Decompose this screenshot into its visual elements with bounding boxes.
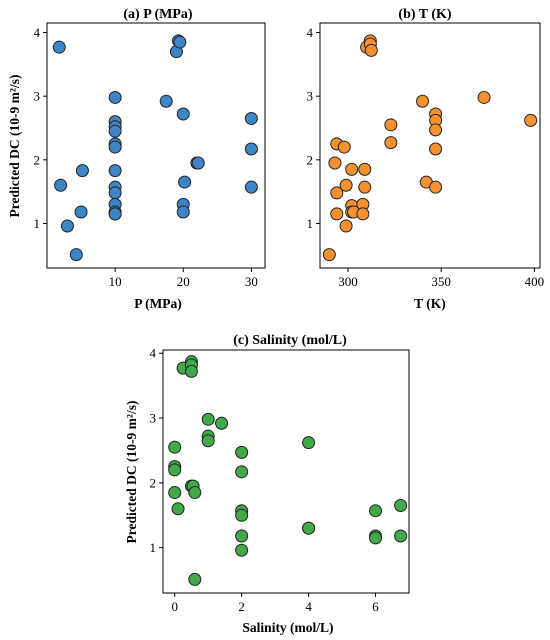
panel-b-x-tick-label: 400 — [525, 274, 545, 289]
panel-a-x-axis-label: P (MPa) — [134, 296, 182, 311]
panel-b-data-point — [330, 186, 344, 200]
panel-a-data-point — [108, 124, 122, 138]
panel-a-y-tick-label: 4 — [34, 25, 41, 40]
panel-a-data-point — [54, 178, 68, 192]
panel-a-data-point — [176, 205, 190, 219]
panel-b-data-point — [429, 180, 443, 194]
panel-c-y-tick-label: 4 — [150, 346, 157, 361]
panel-b-y-tick-label: 3 — [307, 89, 314, 104]
panel-c-data-point — [235, 529, 249, 543]
panel-c-x-tick-label: 4 — [305, 599, 312, 614]
panel-c-data-point — [168, 463, 182, 477]
panel-c-data-point — [235, 543, 249, 557]
panel-b-data-point — [358, 162, 372, 176]
panel-b-data-point — [429, 142, 443, 156]
panel-c-data-point — [201, 412, 215, 426]
panel-a-y-tick-label: 3 — [34, 89, 41, 104]
panel-c-data-point — [171, 502, 185, 516]
panel-c-data-point — [184, 364, 198, 378]
panel-c-data-point — [235, 465, 249, 479]
panel-c-data-point — [302, 436, 316, 450]
panel-c-title: (c) Salinity (mol/L) — [233, 333, 347, 348]
panel-c-x-tick-label: 6 — [372, 599, 379, 614]
panel-c-data-point — [168, 440, 182, 454]
panel-c-y-tick-label: 1 — [150, 540, 157, 555]
panel-b: (b) T (K) T (K) 300 350 400 1 2 3 4 — [307, 7, 545, 311]
panel-a-data-point — [178, 175, 192, 189]
panel-b-y-tick-label: 4 — [307, 25, 314, 40]
panel-c-x-tick-label: 2 — [238, 599, 245, 614]
panel-a-y-tick-label: 1 — [34, 216, 41, 231]
panel-b-data-point — [356, 207, 370, 221]
panel-a-data-point — [108, 207, 122, 221]
panel-c-data-point — [369, 531, 383, 545]
panel-c-x-tick-label: 0 — [171, 599, 178, 614]
panel-b-data-point — [328, 156, 342, 170]
panel-b-data-point — [429, 123, 443, 137]
panel-a-data-point — [244, 180, 258, 194]
panel-a-data-point — [176, 107, 190, 121]
panel-c-data-point — [394, 499, 408, 513]
panel-a-data-point — [60, 219, 74, 233]
panel-a-data-point — [173, 35, 187, 49]
panel-b-x-axis-label: T (K) — [414, 296, 446, 311]
panel-b-data-point — [345, 162, 359, 176]
panel-a-data-point — [52, 40, 66, 54]
panel-c-data-point — [235, 445, 249, 459]
panel-c-x-axis-label: Salinity (mol/L) — [242, 620, 333, 635]
panel-c: (c) Salinity (mol/L) Salinity (mol/L) Pr… — [124, 333, 410, 635]
panel-b-data-point — [524, 113, 538, 127]
panel-a-plot-frame — [46, 22, 266, 269]
panel-c-plot-frame — [162, 349, 410, 594]
panel-b-data-point — [384, 136, 398, 150]
panel-a-data-point — [191, 156, 205, 170]
panel-a-y-axis-label: Predicted DC (10-9 m²/s) — [7, 75, 22, 218]
panel-a-x-tick-label: 10 — [109, 274, 122, 289]
panel-a-data-point — [108, 186, 122, 200]
panel-c-y-tick-label: 3 — [150, 411, 157, 426]
panel-a-x-tick-label: 20 — [177, 274, 190, 289]
panel-b-plot-frame — [319, 22, 541, 269]
panel-b-y-tick-label: 2 — [307, 152, 314, 167]
panel-c-data-point — [168, 486, 182, 500]
panel-c-data-point — [201, 434, 215, 448]
panel-b-data-point — [337, 140, 351, 154]
panel-a-data-point — [108, 164, 122, 178]
panel-a-data-point — [69, 248, 83, 262]
panel-c-data-point — [188, 572, 202, 586]
panel-c-data-point — [302, 521, 316, 535]
panel-b-data-point — [339, 178, 353, 192]
panel-b-data-point — [330, 207, 344, 221]
panel-a-data-point — [108, 140, 122, 154]
panel-b-data-point — [477, 90, 491, 104]
panel-b-data-point — [358, 180, 372, 194]
panel-a-data-point — [159, 94, 173, 108]
panel-a-y-tick-label: 2 — [34, 152, 41, 167]
panel-a-x-tick-label: 30 — [245, 274, 258, 289]
panel-b-data-point — [339, 219, 353, 233]
panel-c-data-point — [188, 486, 202, 500]
panel-c-data-point — [394, 529, 408, 543]
panel-a-data-point — [108, 90, 122, 104]
panel-b-y-tick-label: 1 — [307, 216, 314, 231]
panel-a-data-point — [75, 164, 89, 178]
panel-b-title: (b) T (K) — [398, 7, 451, 22]
panel-c-y-tick-label: 2 — [150, 475, 157, 490]
panel-b-x-tick-label: 300 — [338, 274, 358, 289]
panel-b-data-point — [322, 248, 336, 262]
panel-c-data-point — [235, 508, 249, 522]
panel-b-data-point — [416, 94, 430, 108]
panel-a: (a) P (MPa) P (MPa) Predicted DC (10-9 m… — [7, 7, 266, 311]
panel-c-data-point — [215, 416, 229, 430]
panel-a-data-point — [74, 205, 88, 219]
panel-c-data-point — [369, 504, 383, 518]
panel-a-title: (a) P (MPa) — [123, 7, 193, 22]
panel-b-data-point — [364, 43, 378, 57]
panel-c-y-axis-label: Predicted DC (10-9 m²/s) — [124, 401, 139, 544]
panel-b-x-tick-label: 350 — [431, 274, 451, 289]
panel-a-data-point — [244, 111, 258, 125]
panel-a-data-point — [244, 142, 258, 156]
panel-b-data-point — [384, 118, 398, 132]
